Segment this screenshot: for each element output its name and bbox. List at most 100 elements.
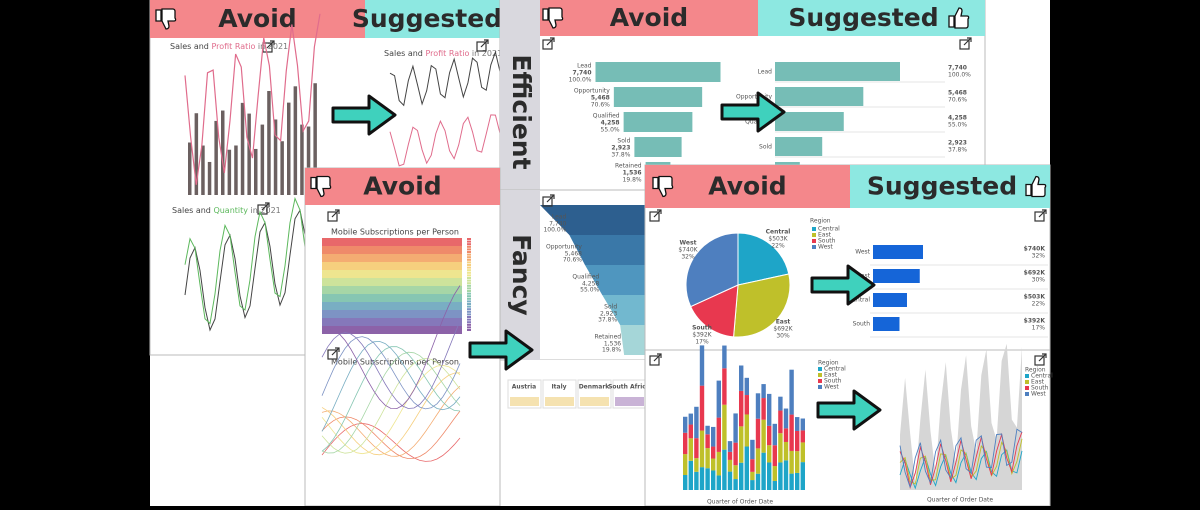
stack-decor <box>699 467 705 490</box>
stack-decor <box>694 406 699 439</box>
line-decor <box>321 357 461 454</box>
stack-decor <box>722 345 727 369</box>
stack-decor <box>716 380 721 418</box>
legend-swatch <box>467 266 471 269</box>
country-label: Italy <box>551 384 566 391</box>
suggested-header <box>365 0 505 38</box>
legend-swatch <box>467 279 471 282</box>
legend-swatch <box>1025 386 1029 390</box>
stage-value: 5,468 <box>591 95 610 102</box>
legend-swatch <box>467 321 471 324</box>
stage-percent: 19.8% <box>623 177 642 184</box>
stack-decor <box>688 424 693 439</box>
avoid-label: Avoid <box>363 172 441 201</box>
stack-decor <box>755 393 761 419</box>
stack-decor <box>727 471 733 490</box>
stack-decor <box>688 413 693 425</box>
title-part: Profit Ratio <box>211 42 255 51</box>
line-decor <box>184 208 306 332</box>
stack-decor <box>694 438 699 459</box>
stack-decor <box>716 475 721 490</box>
stage-label: Retained <box>615 163 642 170</box>
stage-label: Qualified <box>593 113 620 120</box>
side-label: Efficient <box>507 54 536 169</box>
slice-value: $503K <box>768 236 788 243</box>
funnel-bar <box>613 87 703 107</box>
funnel-bar <box>634 137 682 157</box>
stack-decor <box>755 418 761 449</box>
line-decor <box>184 196 306 325</box>
band-decor <box>322 326 462 334</box>
stage-label: Retained <box>595 334 622 341</box>
bar-decor <box>306 126 311 195</box>
legend-label: Central <box>818 226 840 233</box>
stage-percent: 19.8% <box>602 347 621 354</box>
stack-decor <box>783 441 789 461</box>
pie-slice <box>690 284 739 338</box>
bar <box>873 245 923 259</box>
bar-decor <box>313 83 317 195</box>
country-fill <box>510 397 539 406</box>
legend-swatch <box>467 269 471 272</box>
stack-decor <box>744 446 749 490</box>
legend-swatch <box>467 245 471 248</box>
stack-decor <box>789 473 794 490</box>
band-decor <box>322 238 462 246</box>
stage-percent: 37.8% <box>611 152 630 159</box>
stack-decor <box>767 445 772 463</box>
legend-label: South <box>824 378 842 385</box>
country-fill <box>580 397 609 406</box>
stage-value: 2,923 <box>611 145 630 152</box>
legend-swatch <box>1025 374 1029 378</box>
arrow <box>720 91 786 133</box>
stack-decor <box>722 368 727 405</box>
stage-label: Sold <box>759 144 772 151</box>
title-part: Profit Ratio <box>425 49 469 58</box>
bar-decor <box>214 120 218 195</box>
legend-swatch <box>467 253 471 256</box>
legend-swatch <box>467 274 471 277</box>
avoid-header <box>305 168 500 205</box>
stage-label: Lead <box>758 69 773 76</box>
pie-slice <box>737 232 790 286</box>
stack-decor <box>761 384 766 399</box>
slice-label: Central <box>766 229 791 236</box>
stage-percent: 100.0% <box>569 77 592 84</box>
line-decor <box>899 438 1023 485</box>
bar-label: Central <box>848 297 870 304</box>
stack-decor <box>683 416 688 433</box>
stack-decor <box>722 404 727 450</box>
stage-value: 2,923 <box>600 311 617 318</box>
expand-icon <box>649 211 660 222</box>
area-decor <box>900 343 1022 490</box>
legend-swatch <box>467 271 471 274</box>
bar <box>873 293 907 307</box>
bar-percent: 30% <box>1032 277 1046 284</box>
funnel-bar <box>775 112 844 131</box>
legend-swatch <box>467 295 471 298</box>
bar-decor <box>201 145 205 195</box>
line-decor <box>184 13 321 185</box>
stage-percent: 55.0% <box>601 127 620 134</box>
title-part: in 2021 <box>248 206 281 215</box>
stack-decor <box>750 459 755 472</box>
expand-arrow <box>331 347 340 356</box>
legend-label: West <box>818 244 833 251</box>
bar <box>873 317 900 331</box>
country-fill <box>615 397 644 406</box>
stack-decor <box>789 369 794 415</box>
title-part: Sales and <box>172 206 213 215</box>
expand-icon <box>959 39 970 50</box>
stage-value: 7,740 <box>573 70 592 77</box>
side-strip <box>500 0 540 190</box>
stack-decor <box>772 480 777 490</box>
stack-decor <box>789 414 794 451</box>
expand-arrow <box>653 353 662 362</box>
bar-label: West <box>855 249 870 256</box>
legend-swatch <box>467 316 471 318</box>
line-decor <box>899 428 1023 488</box>
suggested-label: Suggested <box>788 3 938 32</box>
band-decor <box>322 294 462 302</box>
stack-decor <box>750 439 755 460</box>
legend-swatch <box>467 326 471 329</box>
